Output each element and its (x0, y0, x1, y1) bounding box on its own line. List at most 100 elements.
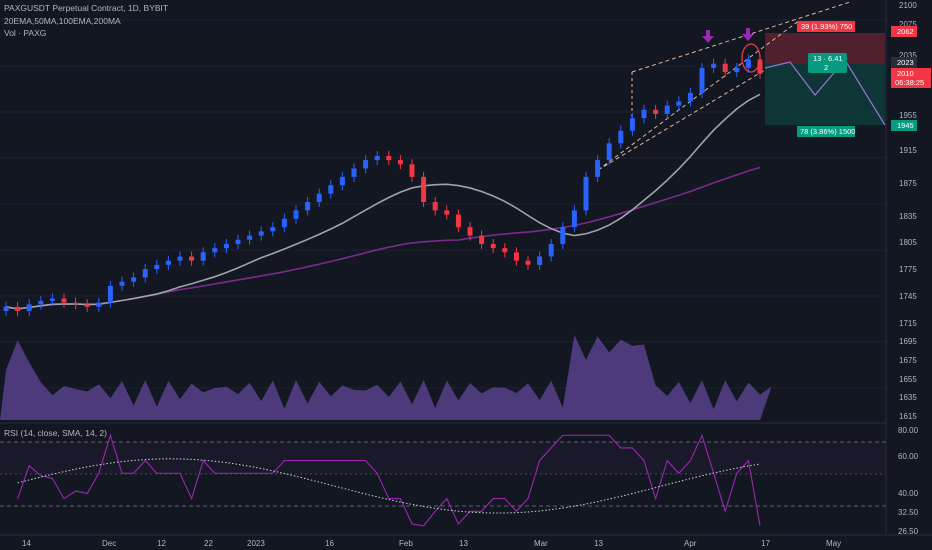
svg-text:13 · 6.41: 13 · 6.41 (813, 54, 843, 63)
candle-body (61, 298, 67, 303)
candle-body (421, 176, 427, 203)
candle-body (165, 260, 171, 265)
candle-body (177, 256, 183, 261)
candle-body (722, 63, 728, 73)
candle-body (618, 130, 624, 144)
candle-body (339, 176, 345, 186)
candle-body (490, 243, 496, 249)
time-tick: 22 (204, 539, 213, 548)
rsi-tick: 26.50 (898, 527, 919, 536)
ma-200-line (5, 166, 761, 310)
candle-body (281, 218, 287, 228)
price-tick: 1915 (899, 146, 917, 155)
price-tag-countdown: 2010 06:38:25 (891, 68, 931, 88)
rsi-tick: 32.50 (898, 508, 919, 517)
candle-body (467, 227, 473, 236)
rsi-tick: 80.00 (898, 426, 919, 435)
price-tick: 1875 (899, 179, 917, 188)
rsi-legend[interactable]: RSI (14, close, SMA, 14, 2) (4, 428, 107, 438)
time-tick: 17 (761, 539, 770, 548)
time-tick: 13 (594, 539, 603, 548)
candle-body (305, 202, 311, 211)
time-tick: Apr (684, 539, 697, 548)
candle-body (73, 302, 79, 305)
channel-lower-line[interactable] (597, 69, 766, 171)
price-tick: 1745 (899, 292, 917, 301)
candle-body (641, 109, 647, 119)
price-tick: 1835 (899, 212, 917, 221)
time-tick: Dec (102, 539, 116, 548)
candle-body (3, 306, 9, 312)
rsi-axis[interactable]: 80.00 60.00 40.00 32.50 26.50 (898, 426, 919, 536)
candle-body (84, 304, 90, 307)
rsi-tick: 40.00 (898, 489, 919, 498)
candle-body (502, 248, 508, 253)
candle-body (687, 93, 693, 102)
candle-body (711, 63, 717, 68)
highlight-circle[interactable] (741, 43, 761, 73)
arrow-down-icon (702, 30, 714, 43)
target-zone[interactable] (765, 64, 885, 125)
price-tick: 1775 (899, 265, 917, 274)
candle-body (606, 143, 612, 161)
time-tick: 16 (325, 539, 334, 548)
candle-body (571, 210, 577, 228)
indicator-legend[interactable]: 20EMA,50MA,100EMA,200MA (4, 16, 121, 26)
candle-body (537, 256, 543, 265)
candle-body (107, 285, 113, 303)
time-tick: 2023 (247, 539, 265, 548)
candle-body (432, 202, 438, 211)
candle-body (386, 155, 392, 161)
grid-lines (0, 19, 886, 389)
candle-body (142, 269, 148, 278)
candle-body (479, 235, 485, 244)
candle-body (595, 160, 601, 177)
candle-body (247, 235, 253, 240)
price-tick: 2100 (899, 1, 917, 10)
candle-body (38, 300, 44, 305)
candle-body (629, 118, 635, 131)
price-tick: 1715 (899, 319, 917, 328)
time-axis[interactable]: 14 Dec 12 22 2023 16 Feb 13 Mar 13 Apr 1… (22, 539, 841, 548)
svg-text:2: 2 (824, 63, 828, 72)
price-tick: 1695 (899, 337, 917, 346)
candle-body (363, 160, 369, 169)
candle-body (560, 227, 566, 244)
target-label: 78 (3.86%) 1500 (797, 126, 855, 137)
time-tick: Mar (534, 539, 548, 548)
price-tag-current: 2023 (891, 57, 917, 68)
candle-body (26, 304, 32, 312)
time-tick: 12 (157, 539, 166, 548)
candle-body (745, 59, 751, 68)
price-axis[interactable]: 2100 2075 2035 1955 1915 1875 1835 1805 … (899, 1, 917, 421)
price-tag-top: 2062 (891, 26, 917, 37)
candle-body (397, 160, 403, 165)
volume-area (0, 335, 772, 420)
candle-body (316, 193, 322, 203)
rsi-line (17, 433, 761, 527)
candle-body (119, 281, 125, 286)
risk-reward-label: 13 · 6.41 2 (808, 53, 847, 73)
candle-body (189, 256, 195, 261)
price-tick: 1655 (899, 375, 917, 384)
time-tick: Feb (399, 539, 413, 548)
candle-body (351, 168, 357, 177)
candle-body (653, 109, 659, 114)
candle-body (583, 176, 589, 211)
candle-body (200, 252, 206, 261)
candle-body (235, 239, 241, 244)
price-tick: 1615 (899, 412, 917, 421)
candle-body (212, 248, 218, 253)
chart-title[interactable]: PAXGUSDT Perpetual Contract, 1D, BYBIT (4, 3, 169, 13)
candle-body (548, 243, 554, 257)
volume-legend[interactable]: Vol · PAXG (4, 28, 47, 38)
candle-body (444, 210, 450, 215)
projection-path[interactable] (764, 58, 886, 126)
time-tick: 13 (459, 539, 468, 548)
price-tick: 1805 (899, 238, 917, 247)
channel-upper-line[interactable] (631, 1, 851, 73)
candle-body (49, 298, 55, 301)
candle-body (131, 277, 137, 282)
svg-text:39 (1.93%) 750: 39 (1.93%) 750 (801, 22, 852, 31)
